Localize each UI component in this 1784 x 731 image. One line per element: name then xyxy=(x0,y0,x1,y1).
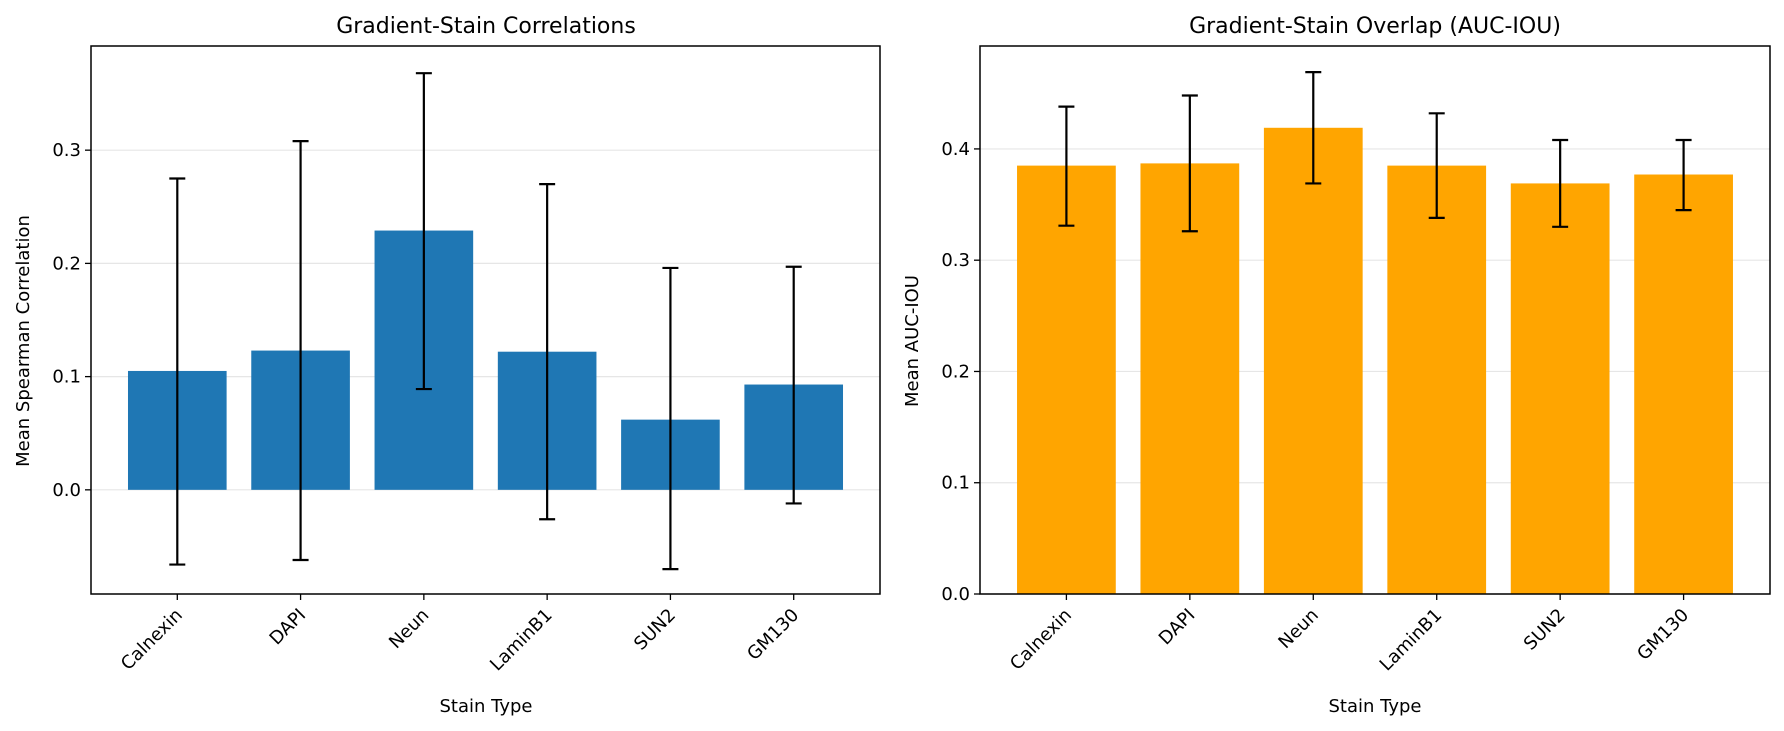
y-tick-label: 0.3 xyxy=(52,140,81,161)
bar xyxy=(1263,127,1363,594)
x-tick-label: GM130 xyxy=(743,605,803,665)
x-tick-label: SUN2 xyxy=(1520,605,1570,655)
x-tick-label: Calnexin xyxy=(1006,605,1076,675)
y-tick-label: 0.3 xyxy=(941,250,970,271)
y-axis-label: Mean AUC-IOU xyxy=(902,275,923,407)
y-tick-label: 0.0 xyxy=(941,584,970,605)
bar xyxy=(1510,183,1610,595)
x-tick-label: LaminB1 xyxy=(1376,605,1447,676)
y-tick-label: 0.1 xyxy=(941,473,970,494)
x-tick-label: Neun xyxy=(1274,605,1322,653)
x-tick-label: Neun xyxy=(385,605,433,653)
y-tick-label: 0.4 xyxy=(941,139,970,160)
chart-title: Gradient-Stain Overlap (AUC-IOU) xyxy=(1189,14,1561,39)
y-tick-label: 0.2 xyxy=(52,253,81,274)
bar xyxy=(1017,165,1116,595)
correlation-chart-panel: Gradient-Stain Correlations Stain Type M… xyxy=(13,14,881,717)
overlap-chart-panel: Gradient-Stain Overlap (AUC-IOU) Stain T… xyxy=(902,14,1771,717)
bar xyxy=(1387,165,1487,595)
x-tick-label: Calnexin xyxy=(117,605,187,675)
x-tick-label: DAPI xyxy=(1155,605,1200,650)
x-tick-label: SUN2 xyxy=(630,605,680,655)
y-tick-label: 0.1 xyxy=(52,367,81,388)
y-tick-label: 0.2 xyxy=(941,361,970,382)
x-tick-label: LaminB1 xyxy=(486,605,557,676)
x-axis-label: Stain Type xyxy=(1329,696,1422,717)
x-tick-label: DAPI xyxy=(266,605,311,650)
chart-title: Gradient-Stain Correlations xyxy=(336,14,636,39)
x-axis-label: Stain Type xyxy=(440,696,533,717)
y-tick-label: 0.0 xyxy=(52,480,81,501)
plot-frame xyxy=(979,45,1771,595)
bar xyxy=(1634,174,1733,594)
y-axis-label: Mean Spearman Correlation xyxy=(13,215,34,467)
plot-frame xyxy=(90,45,881,595)
x-tick-label: GM130 xyxy=(1633,605,1693,665)
bar xyxy=(1140,163,1240,594)
